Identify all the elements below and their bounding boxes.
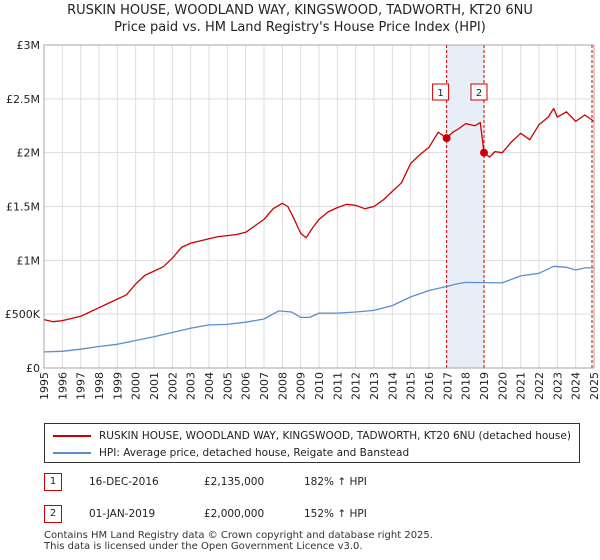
x-tick-label: 2011 (331, 372, 344, 400)
x-tick-label: 2022 (533, 372, 546, 400)
x-tick-label: 2016 (423, 372, 436, 400)
legend-swatch-property (53, 435, 91, 437)
legend-swatch-hpi (53, 452, 91, 454)
y-tick-label: £3M (17, 39, 41, 52)
y-tick-label: £500K (5, 308, 41, 321)
x-tick-label: 2013 (368, 372, 381, 400)
chart-series (43, 107, 595, 353)
x-tick-label: 2025 (588, 372, 600, 400)
transaction-hpi: 152% ↑ HPI (304, 508, 367, 520)
x-tick-label: 2004 (203, 372, 216, 400)
transaction-point (480, 148, 488, 157)
x-tick-label: 2019 (478, 372, 491, 400)
x-tick-label: 2023 (551, 372, 564, 400)
transaction-label-box (470, 83, 488, 101)
transaction-price: £2,000,000 (204, 508, 265, 520)
x-tick-label: 2007 (258, 372, 271, 400)
series-line-hpi (43, 265, 594, 353)
x-tick-label: 2001 (148, 372, 161, 400)
x-tick-label: 2024 (570, 372, 583, 400)
transaction-label: 1 (437, 88, 443, 99)
footer-copyright: Contains HM Land Registry data © Crown c… (44, 530, 433, 541)
chart-grid (43, 44, 595, 369)
y-tick-label: £1.5M (6, 201, 40, 214)
transaction-badge: 1 (44, 473, 62, 491)
y-tick-label: £1M (17, 254, 41, 267)
x-tick-label: 2000 (130, 372, 143, 400)
x-tick-label: 2018 (460, 372, 473, 400)
x-tick-label: 2012 (350, 372, 363, 400)
transaction-label-box (432, 83, 450, 101)
x-tick-label: 2008 (276, 372, 289, 400)
x-tick-label: 1998 (93, 372, 106, 400)
transaction-date: 16-DEC-2016 (89, 476, 159, 488)
y-tick-label: £2.5M (6, 93, 40, 106)
x-tick-label: 2006 (240, 372, 253, 400)
x-tick-label: 2014 (386, 372, 399, 400)
chart-title: RUSKIN HOUSE, WOODLAND WAY, KINGSWOOD, T… (67, 3, 533, 18)
x-tick-label: 2015 (405, 372, 418, 400)
x-tick-label: 2009 (295, 372, 308, 400)
x-tick-label: 2021 (515, 372, 528, 400)
transaction-label: 2 (476, 88, 482, 99)
x-tick-label: 2020 (496, 372, 509, 400)
transaction-point (442, 134, 451, 143)
transaction-date: 01-JAN-2019 (89, 508, 156, 520)
chart-subtitle: Price paid vs. HM Land Registry's House … (114, 20, 486, 35)
x-tick-label: 2017 (441, 372, 454, 400)
x-tick-label: 1999 (111, 372, 124, 400)
y-tick-label: £2M (17, 147, 41, 160)
x-tick-label: 2002 (166, 372, 179, 400)
transaction-price: £2,135,000 (204, 476, 265, 488)
chart-axes: £0 £500K £1M £1.5M £2M £2.5M £3M 1995 1996 1997 19… (5, 39, 600, 400)
transaction-badge: 2 (44, 505, 62, 523)
legend: RUSKIN HOUSE, WOODLAND WAY, KINGSWOOD, T… (44, 423, 580, 463)
x-tick-label: 2005 (221, 372, 234, 400)
x-tick-label: 1995 (38, 372, 51, 400)
y-tick-label: £0 (26, 362, 40, 375)
x-tick-label: 1997 (75, 372, 88, 400)
footer-licence: This data is licensed under the Open Gov… (44, 541, 363, 552)
plot-frame (43, 44, 595, 369)
legend-label-property: RUSKIN HOUSE, WOODLAND WAY, KINGSWOOD, T… (99, 430, 571, 442)
transaction-hpi: 182% ↑ HPI (304, 476, 367, 488)
series-line-property (43, 107, 595, 323)
x-tick-label: 2010 (313, 372, 326, 400)
x-tick-label: 1996 (56, 372, 69, 400)
x-tick-label: 2003 (185, 372, 198, 400)
legend-label-hpi: HPI: Average price, detached house, Reig… (99, 447, 410, 459)
price-chart: £0 £500K £1M £1.5M £2M £2.5M £3M 1995 1996 1997 19… (5, 39, 600, 400)
footer: Contains HM Land Registry data © Crown c… (44, 530, 433, 552)
